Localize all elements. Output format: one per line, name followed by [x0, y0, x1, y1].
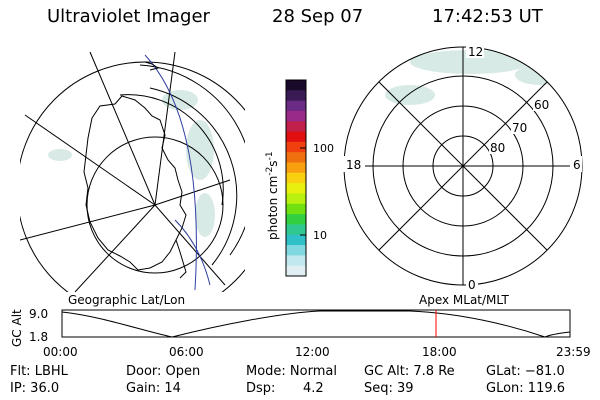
- meridian: [154, 179, 231, 206]
- xtick-2359: 23:59: [556, 345, 591, 359]
- mlt-label-6: 6: [573, 158, 581, 172]
- altitude-curve: [61, 310, 571, 338]
- colorbar-band: [286, 141, 306, 153]
- terminator-arc: [174, 219, 211, 286]
- antarctic-peninsula: [175, 239, 187, 279]
- latitude-circle: [20, 61, 245, 292]
- xtick-1200: 12:00: [295, 345, 330, 359]
- mlat-label-70: 70: [512, 121, 527, 135]
- colorbar-band: [286, 255, 306, 267]
- colorbar-band: [286, 152, 306, 164]
- info-mode: Mode: Normal: [246, 364, 337, 379]
- colorbar-band: [286, 90, 306, 102]
- colorbar-band: [286, 183, 306, 194]
- info-gc-alt: GC Alt: 7.8 Re: [364, 364, 455, 379]
- colorbar-band: [286, 172, 306, 184]
- mlt-label-0: 0: [468, 278, 476, 292]
- colorbar-gradient: [286, 80, 306, 277]
- meridian: [24, 114, 156, 206]
- colorbar-band: [286, 224, 306, 236]
- altitude-ytick-bottom: 1.8: [29, 330, 48, 344]
- latitude-circle: [149, 87, 238, 266]
- colorbar-tick-10: 10: [313, 229, 327, 242]
- info-dsp-value: 4.2: [303, 381, 324, 396]
- latitude-circle: [86, 136, 224, 274]
- polar-panel: 12 18 6 0 60 70 80: [343, 44, 583, 292]
- polar-panel-label: Apex MLat/MLT: [419, 293, 509, 307]
- xtick-1800: 18:00: [422, 345, 457, 359]
- mlat-label-60: 60: [534, 98, 549, 112]
- colorbar-band: [286, 100, 306, 112]
- meridian: [154, 51, 176, 206]
- altitude-ylabel: GC Alt: [10, 309, 24, 347]
- colorbar-band: [286, 121, 306, 133]
- info-seq: Seq: 39: [364, 381, 414, 396]
- colorbar-band: [286, 162, 306, 174]
- colorbar-band: [286, 193, 306, 205]
- meridian: [154, 204, 226, 286]
- geo-panel-label: Geographic Lat/Lon: [68, 293, 185, 307]
- header-date: 28 Sep 07: [272, 6, 364, 27]
- meridian: [20, 204, 156, 241]
- info-gain: Gain: 14: [126, 381, 181, 396]
- info-door: Door: Open: [126, 364, 201, 379]
- latitude-circle: [139, 64, 245, 256]
- aurora-emission: [48, 90, 215, 237]
- xtick-0600: 06:00: [169, 345, 204, 359]
- mlt-label-12: 12: [468, 45, 483, 59]
- colorbar-band: [286, 214, 306, 225]
- latitude-circle: [119, 94, 224, 206]
- info-flt: Flt: LBHL: [10, 364, 68, 379]
- meridian: [74, 204, 156, 292]
- xtick-0000: 00:00: [43, 345, 78, 359]
- header-time: 17:42:53 UT: [432, 6, 543, 27]
- colorbar: 100 10 photon cm-2s-1: [265, 79, 334, 277]
- colorbar-band: [286, 265, 306, 277]
- colorbar-band: [286, 234, 306, 246]
- south-america-tip: [144, 61, 160, 71]
- info-dsp: Dsp:: [246, 381, 276, 396]
- colorbar-band: [286, 131, 306, 143]
- info-ip: IP: 36.0: [10, 381, 60, 396]
- mlat-label-80: 80: [490, 141, 505, 155]
- colorbar-band: [286, 80, 306, 91]
- mlt-line-diag: [378, 81, 548, 251]
- geographic-map-panel: [20, 51, 245, 292]
- colorbar-band: [286, 245, 306, 256]
- colorbar-band: [286, 203, 306, 215]
- altitude-ytick-top: 9.0: [29, 307, 48, 321]
- meridian: [89, 51, 156, 206]
- colorbar-label: photon cm-2s-1: [265, 151, 280, 240]
- mlt-label-18: 18: [346, 158, 361, 172]
- colorbar-band: [286, 110, 306, 122]
- info-glat: GLat: −81.0: [486, 364, 565, 379]
- antarctica-coastline: [83, 95, 187, 271]
- info-glon: GLon: 119.6: [486, 381, 566, 396]
- colorbar-tick-100: 100: [313, 142, 334, 155]
- altitude-plot: GC Alt 9.0 1.8 00:00 06:00 12:00 18:00 2…: [10, 307, 591, 359]
- header-title: Ultraviolet Imager: [47, 6, 210, 27]
- terminator-arc: [144, 54, 197, 291]
